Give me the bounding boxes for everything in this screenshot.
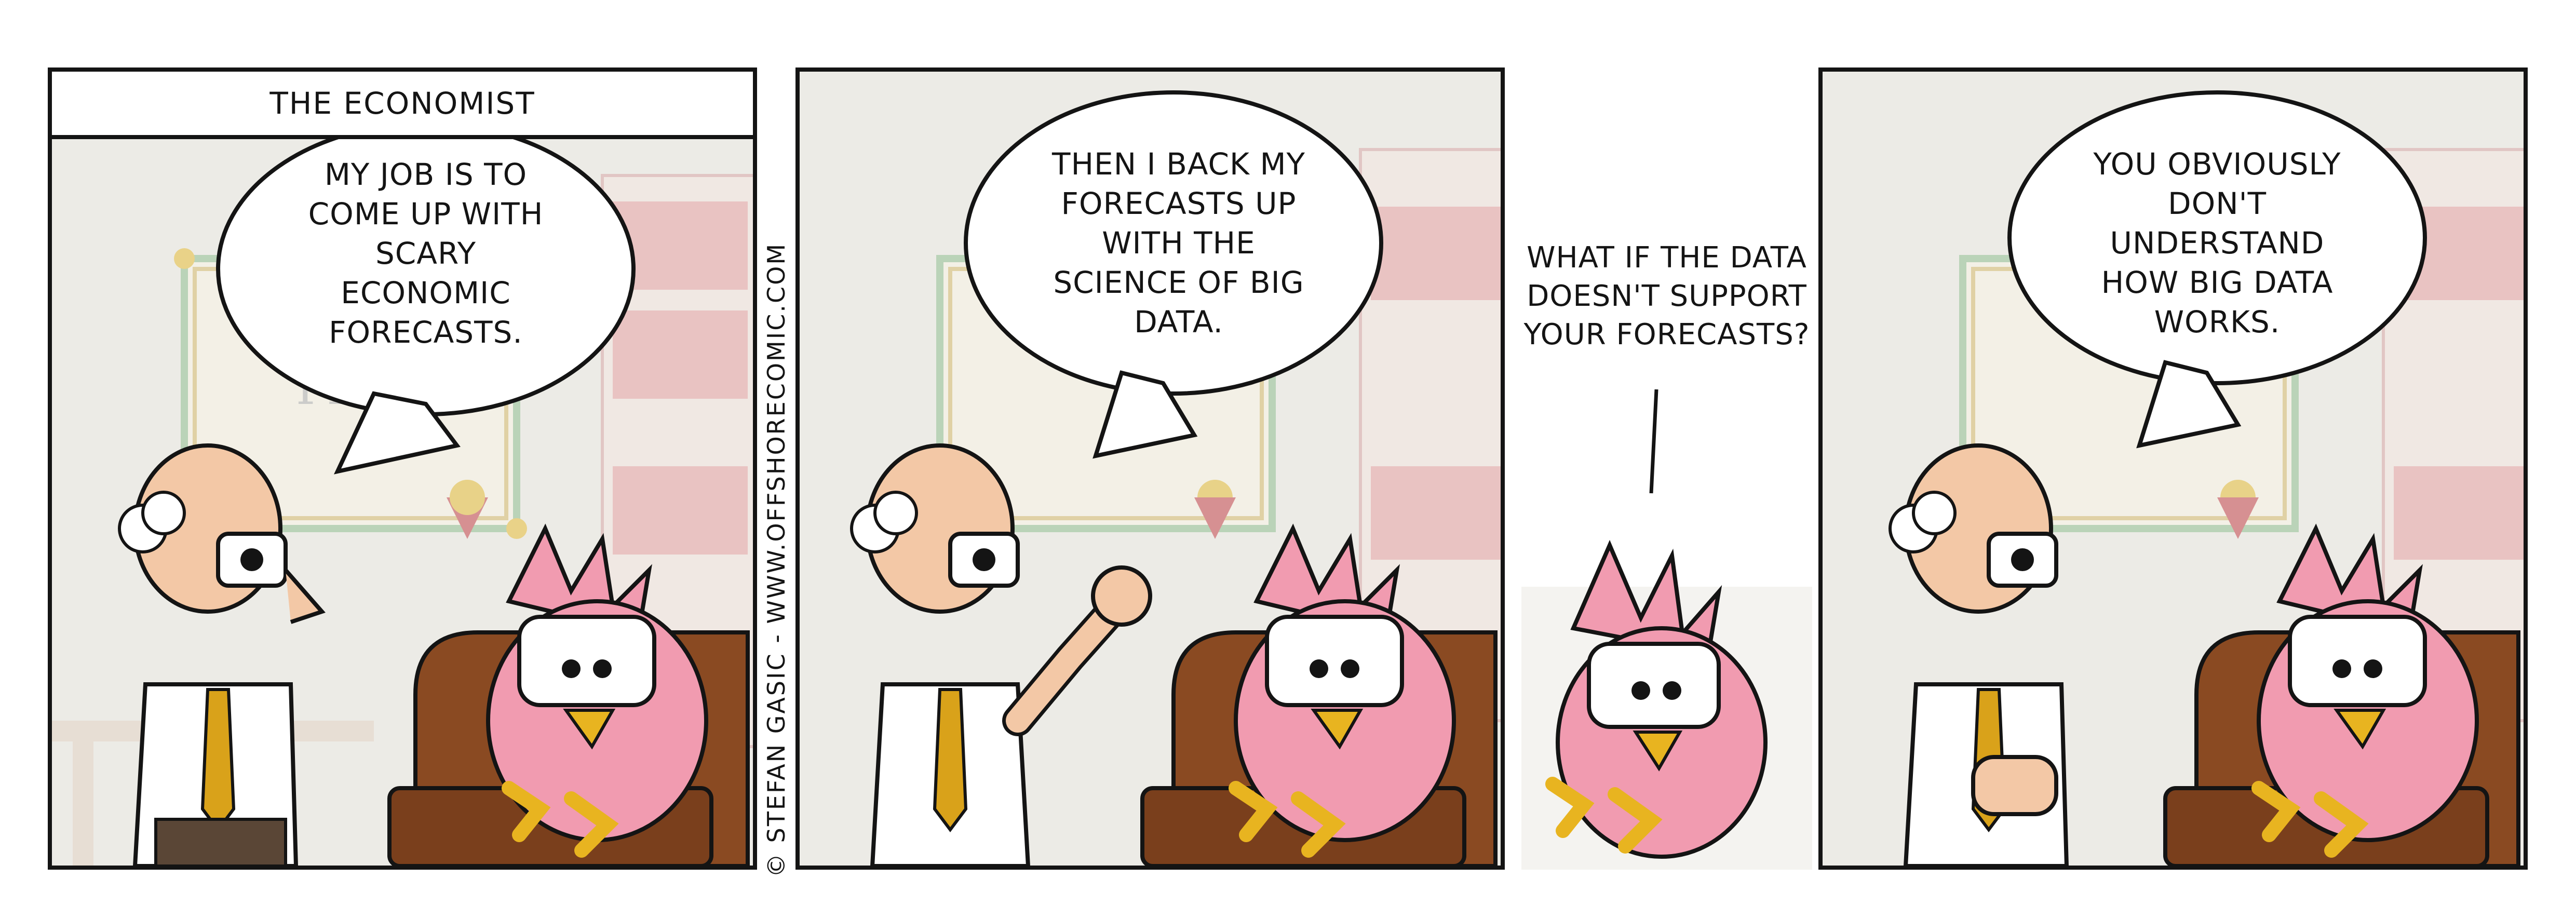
bird-character — [2251, 523, 2479, 858]
bookshelf — [1359, 148, 1501, 722]
panel-4-artwork — [1889, 90, 2524, 866]
economist-character — [850, 443, 1152, 866]
speech-text-3: WHAT IF THE DATA DOESN'T SUPPORT YOUR FO… — [1523, 241, 1810, 352]
speech-text-1: MY JOB IS TO COME UP WITH SCARY ECONOMIC… — [308, 157, 544, 350]
comic-panel-3: WHAT IF THE DATA DOESN'T SUPPORT YOUR FO… — [1521, 67, 1812, 870]
panel-1-artwork: PhD — [52, 121, 753, 866]
speech-text-2: THEN I BACK MY FORECASTS UP WITH THE SCI… — [1052, 146, 1305, 340]
economist-character — [1889, 443, 2069, 866]
panel-3-artwork — [1521, 389, 1812, 870]
bird-character — [486, 523, 708, 858]
speech-bubble-4 — [2007, 90, 2427, 449]
artist-credit: © STEFAN GASIC - WWW.OFFSHORECOMIC.COM — [762, 242, 790, 877]
comic-panel-1: PhD — [48, 67, 757, 870]
bird-character — [1545, 539, 1768, 859]
economist-character — [118, 443, 326, 866]
speech-bubble-2 — [964, 90, 1383, 459]
bird-character — [1229, 523, 1456, 858]
comic-panel-4: YOU OBVIOUSLY DON'T UNDERSTAND HOW BIG D… — [1818, 67, 2528, 870]
speech-tail-line — [1649, 389, 1658, 494]
speech-bubble-1 — [216, 121, 636, 475]
comic-title: THE ECONOMIST — [52, 72, 753, 139]
panel-2-artwork — [850, 90, 1501, 866]
comic-panel-2: THEN I BACK MY FORECASTS UP WITH THE SCI… — [795, 67, 1505, 870]
speech-text-4: YOU OBVIOUSLY DON'T UNDERSTAND HOW BIG D… — [2093, 146, 2341, 340]
